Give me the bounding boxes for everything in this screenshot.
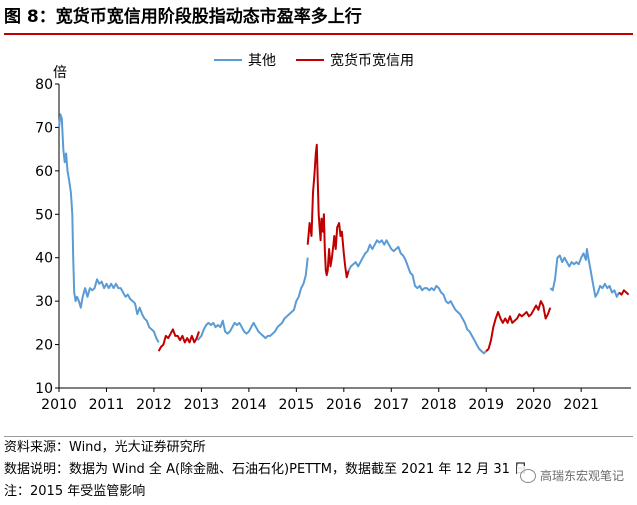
- source-note: 资料来源：Wind，光大证券研究所: [4, 440, 206, 455]
- series-line-other: [58, 113, 160, 343]
- y-tick-label: 60: [35, 164, 53, 180]
- x-tick-label: 2020: [516, 397, 552, 413]
- x-tick-label: 2013: [184, 397, 220, 413]
- y-tick-label: 70: [35, 120, 53, 136]
- series-line-other: [347, 239, 487, 355]
- legend-label: 其他: [248, 53, 276, 69]
- footnote: 注：2015 年受监管影响: [4, 484, 146, 499]
- series-line-credit: [618, 289, 630, 296]
- watermark: 高瑞东宏观笔记: [516, 466, 627, 485]
- wechat-icon: [519, 468, 536, 483]
- x-tick-label: 2016: [326, 397, 362, 413]
- title-rule: [4, 33, 633, 35]
- chart-legend: 其他 宽货币宽信用: [214, 52, 414, 69]
- y-tick-label: 50: [35, 207, 53, 223]
- y-tick-label: 40: [35, 251, 53, 267]
- x-tick-label: 2018: [421, 397, 457, 413]
- x-tick-label: 2015: [279, 397, 315, 413]
- x-tick-label: 2014: [231, 397, 267, 413]
- x-tick-label: 2010: [41, 397, 77, 413]
- y-axis-label: 倍: [53, 65, 67, 81]
- chart-title: 图 8：宽货币宽信用阶段股指动态市盈率多上行: [4, 7, 362, 27]
- x-tick-label: 2019: [468, 397, 504, 413]
- series-line-credit: [157, 328, 200, 352]
- legend-label: 宽货币宽信用: [330, 52, 414, 69]
- series-line-credit: [306, 143, 350, 279]
- x-tick-label: 2011: [89, 397, 125, 413]
- series-line-credit: [485, 300, 552, 352]
- y-tick-label: 80: [35, 77, 53, 93]
- x-tick-label: 2012: [136, 397, 172, 413]
- data-description-note: 数据说明：数据为 Wind 全 A(除金融、石油石化)PETTM，数据截至 20…: [4, 462, 527, 477]
- y-tick-label: 20: [35, 338, 53, 354]
- pe-chart: 10 20 30 40 50 60 70 80倍 2010 2011 2012 2013 2014 201…: [35, 52, 631, 413]
- watermark-text: 高瑞东宏观笔记: [539, 469, 624, 483]
- series-line-other: [196, 257, 309, 341]
- series-line-other: [549, 248, 620, 298]
- x-tick-label: 2017: [373, 397, 409, 413]
- chart-axes: 10 20 30 40 50 60 70 80倍 2010 2011 2012 2013 2014 201…: [35, 65, 631, 413]
- y-tick-label: 30: [35, 294, 53, 310]
- y-tick-label: 10: [35, 381, 53, 397]
- chart-lines: [58, 113, 630, 355]
- notes-rule: [4, 436, 633, 437]
- x-tick-label: 2021: [563, 397, 599, 413]
